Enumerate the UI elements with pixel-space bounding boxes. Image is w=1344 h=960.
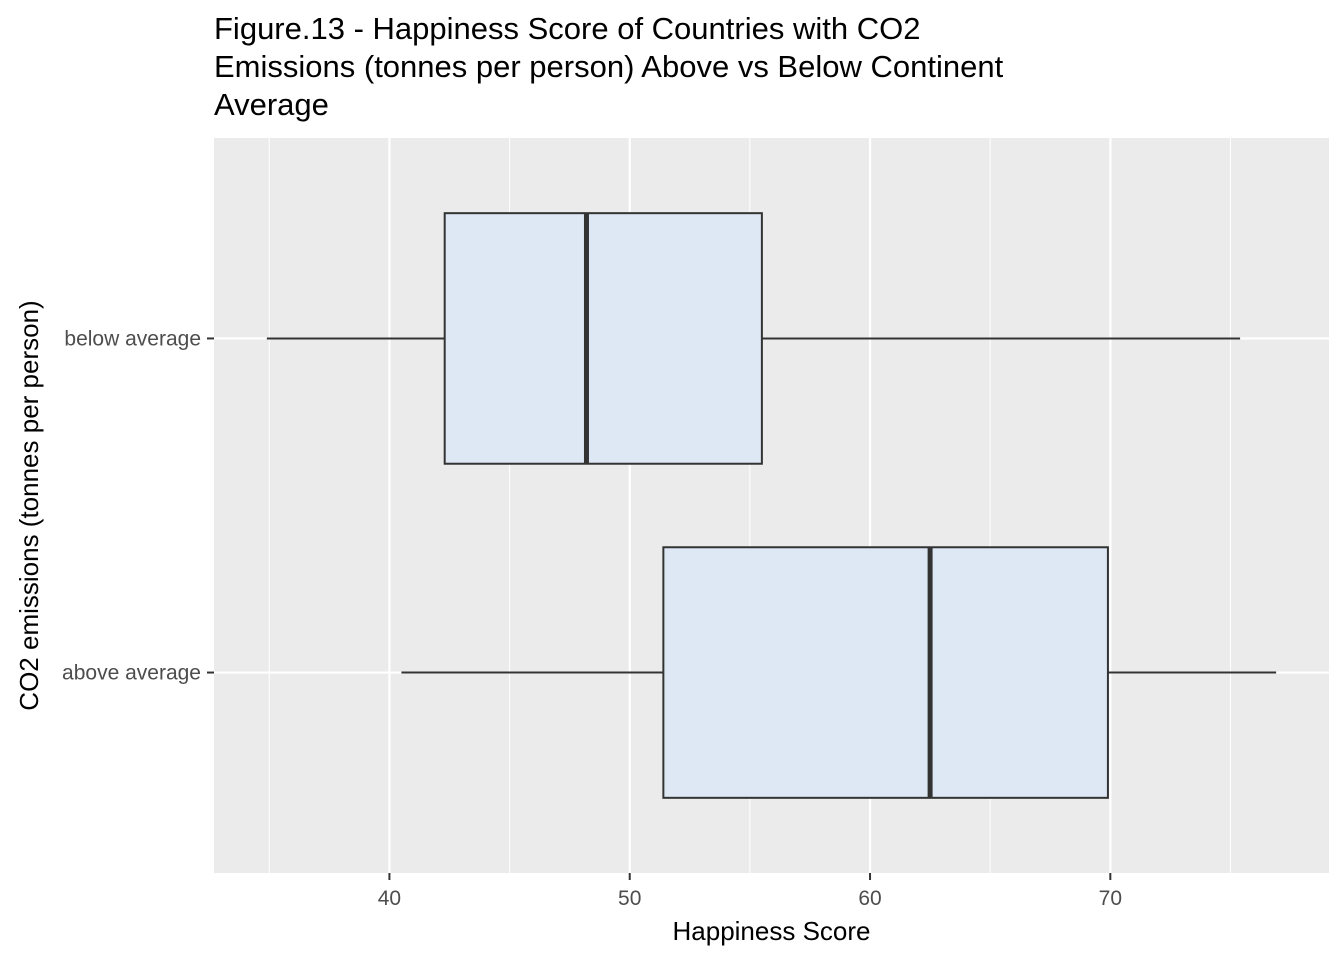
x-axis: 40 50 60 70 [378, 873, 1122, 910]
chart-title-line-2: Emissions (tonnes per person) Above vs B… [214, 49, 1004, 84]
x-tick-label: 60 [858, 887, 881, 910]
box-above-average [401, 546, 1277, 799]
y-tick-label: below average [64, 327, 201, 350]
chart-title-line-3: Average [214, 87, 329, 122]
box-series [266, 212, 1277, 799]
box-below-average [266, 212, 1241, 465]
x-tick-label: 40 [378, 887, 401, 910]
x-axis-title: Happiness Score [673, 916, 871, 946]
y-axis-title: CO2 emissions (tonnes per person) [14, 300, 44, 710]
chart-title-line-1: Figure.13 - Happiness Score of Countries… [214, 11, 921, 46]
y-tick-label: above average [62, 662, 201, 685]
iqr-box [443, 212, 763, 465]
iqr-box [662, 546, 1109, 799]
y-axis: above average below average [62, 327, 214, 685]
x-tick-label: 50 [618, 887, 641, 910]
x-tick-label: 70 [1099, 887, 1122, 910]
chart-title: Figure.13 - Happiness Score of Countries… [214, 10, 1214, 124]
